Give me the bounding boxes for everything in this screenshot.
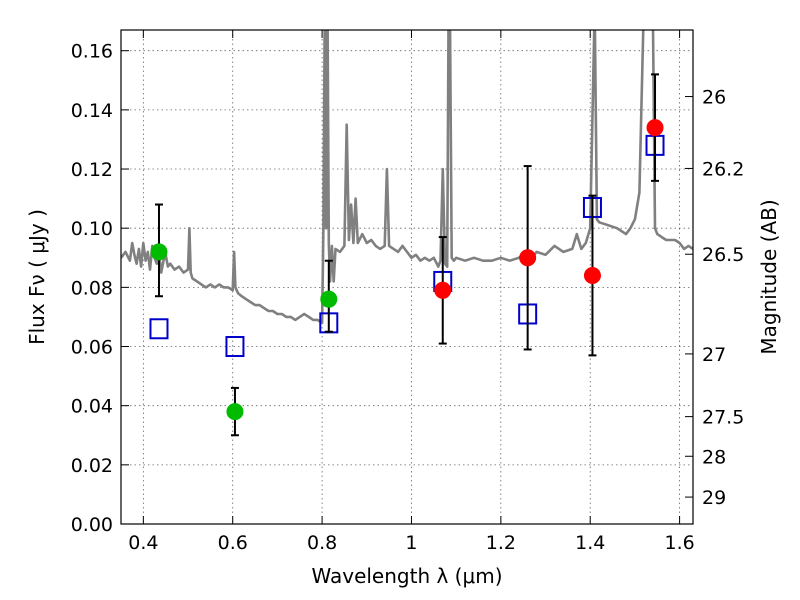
- y2-tick-label: 26.2: [702, 158, 744, 180]
- grid: [121, 30, 693, 525]
- y2-tick-label: 28: [702, 446, 726, 468]
- y2-tick-label: 26.5: [702, 244, 744, 266]
- y-tick-label: 0.08: [71, 277, 113, 299]
- y2-tick-label: 27.5: [702, 407, 744, 429]
- y-tick-label: 0.14: [71, 100, 113, 122]
- y2-tick-label: 29: [702, 487, 726, 509]
- x-tick-label: 1: [405, 532, 417, 554]
- nir-detection-point: [646, 119, 664, 137]
- y-tick-label: 0.12: [71, 159, 113, 181]
- y2-axis-label: Magnitude (AB): [757, 199, 781, 354]
- x-axis-label-text: Wavelength λ (μm): [311, 564, 502, 588]
- y-tick-label: 0.00: [71, 514, 113, 536]
- x-tick-label: 0.6: [218, 532, 248, 554]
- y-axis-label: Flux Fν ( μJy ): [25, 209, 49, 345]
- data-layer: [121, 30, 693, 437]
- x-axis-label: Wavelength λ (μm): [311, 564, 502, 588]
- model-photometry-square: [149, 318, 169, 340]
- y-axis-label-text: Flux Fν ( μJy ): [25, 209, 49, 345]
- y-tick-label: 0.06: [71, 337, 113, 359]
- optical-detection-point: [150, 243, 168, 261]
- y-tick-label: 0.02: [71, 455, 113, 477]
- x-tick-label: 0.8: [307, 532, 337, 554]
- optical-detection-point: [226, 403, 244, 421]
- y-tick-label: 0.04: [71, 396, 113, 418]
- y2-tick-label: 27: [702, 344, 726, 366]
- model-photometry-square: [225, 336, 245, 358]
- nir-detection-point: [583, 267, 601, 285]
- y-tick-label: 0.10: [71, 218, 113, 240]
- axes: 0.4 0.6 0.8 1 1.2 1.4 1.6 0.00 0.02 0.04 0.06 0.08 0…: [71, 29, 744, 554]
- y2-tick-label: 26: [702, 87, 726, 109]
- nir-detection-point: [519, 249, 537, 267]
- x-tick-label: 1.4: [575, 532, 605, 554]
- spectrum-line: [121, 30, 693, 325]
- x-tick-label: 1.2: [486, 532, 516, 554]
- x-tick-label: 1.6: [664, 532, 694, 554]
- nir-detection-point: [434, 281, 452, 299]
- optical-detection-point: [320, 290, 338, 308]
- y-tick-label: 0.16: [71, 41, 113, 63]
- plot-frame: [120, 29, 694, 525]
- x-tick-label: 0.4: [128, 532, 158, 554]
- y2-axis-label-text: Magnitude (AB): [757, 199, 781, 354]
